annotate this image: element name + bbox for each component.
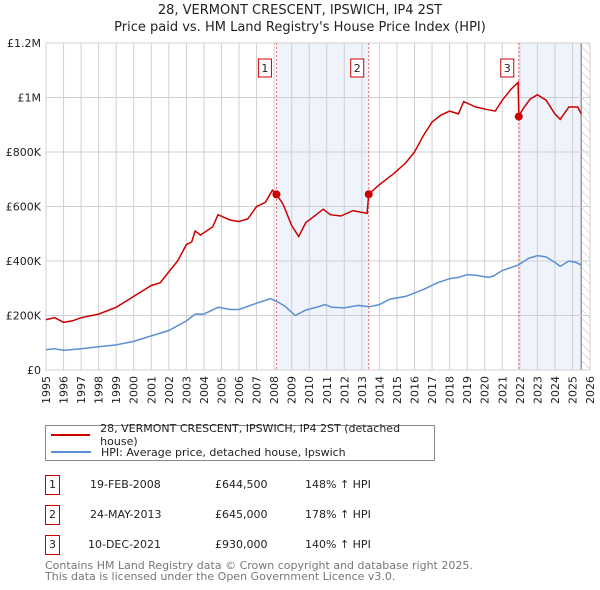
legend-swatch-hpi — [51, 451, 91, 453]
chart-title: 28, VERMONT CRESCENT, IPSWICH, IP4 2ST — [157, 3, 443, 18]
x-tick-label: 2026 — [584, 376, 597, 404]
footer-copyright: Contains HM Land Registry data © Crown c… — [45, 559, 473, 572]
y-tick-label: £200K — [6, 310, 42, 323]
x-tick-label: 1998 — [93, 376, 106, 404]
legend-swatch-property — [51, 434, 91, 436]
y-tick-label: £0 — [27, 364, 41, 377]
x-tick-label: 2007 — [251, 376, 264, 404]
legend-label-property: 28, VERMONT CRESCENT, IPSWICH, IP4 2ST (… — [100, 422, 401, 448]
y-tick-label: £800K — [6, 146, 42, 159]
x-tick-label: 2017 — [426, 376, 439, 404]
x-tick-label: 2019 — [461, 376, 474, 404]
y-tick-label: £1.2M — [7, 37, 41, 50]
sale-price: £645,000 — [215, 508, 268, 521]
x-tick-label: 2003 — [180, 376, 193, 404]
sale-label-box — [257, 58, 272, 78]
x-tick-label: 2011 — [321, 376, 334, 404]
x-tick-label: 2021 — [496, 376, 509, 404]
x-tick-label: 2018 — [444, 376, 457, 404]
x-tick-label: 2014 — [373, 376, 386, 404]
y-tick-label: £1M — [18, 92, 42, 105]
hpi-line — [45, 254, 582, 352]
x-tick-label: 2016 — [409, 376, 422, 404]
sale-point — [514, 112, 523, 121]
sale-label-box — [500, 58, 515, 78]
sale-date: 10-DEC-2021 — [88, 538, 162, 551]
plot-area: 1995 1996 1997 1998 1999 2000 2001 2002 2003 2004… — [6, 37, 597, 404]
sale-hpi: 140% ↑ HPI — [305, 538, 371, 551]
sale-marker-3: 3 — [45, 535, 60, 555]
sale-marker-2: 2 — [45, 505, 60, 525]
x-tick-label: 2022 — [514, 376, 527, 404]
legend-label-hpi: HPI: Average price, detached house, Ipsw… — [101, 445, 346, 459]
sale-price: £644,500 — [215, 478, 268, 491]
x-tick-label: 1995 — [40, 376, 53, 404]
sale-marker-1: 1 — [45, 475, 60, 495]
x-tick-label: 2005 — [215, 376, 228, 404]
sale-hpi: 178% ↑ HPI — [305, 508, 371, 521]
sale-point — [364, 190, 373, 199]
x-tick-label: 2009 — [286, 376, 299, 404]
x-tick-label: 2015 — [391, 376, 404, 404]
x-tick-label: 2006 — [233, 376, 246, 404]
sale-date: 24-MAY-2013 — [90, 508, 162, 521]
sale-date: 19-FEB-2008 — [90, 478, 161, 491]
x-tick-label: 2025 — [566, 376, 579, 404]
y-tick-label: £600K — [6, 201, 42, 214]
x-tick-label: 2010 — [303, 376, 316, 404]
sale-label-box — [350, 58, 365, 78]
x-tick-label: 2020 — [479, 376, 492, 404]
property-price-line — [45, 80, 582, 324]
sale-label: 2 — [354, 62, 361, 75]
x-tick-label: 2024 — [549, 376, 562, 404]
x-tick-label: 2001 — [145, 376, 158, 404]
sale-price: £930,000 — [215, 538, 268, 551]
sale-point — [272, 190, 281, 199]
x-tick-label: 1997 — [75, 376, 88, 404]
x-tick-label: 2002 — [163, 376, 176, 404]
x-tick-label: 2013 — [356, 376, 369, 404]
chart-subtitle: Price paid vs. HM Land Registry's House … — [114, 20, 486, 35]
footer-licence: This data is licensed under the Open Gov… — [45, 570, 396, 583]
sale-label: 1 — [261, 62, 268, 75]
y-tick-label: £400K — [6, 255, 42, 268]
x-tick-label: 2023 — [531, 376, 544, 404]
x-tick-label: 1999 — [110, 376, 123, 404]
x-tick-label: 2008 — [268, 376, 281, 404]
legend: 28, VERMONT CRESCENT, IPSWICH, IP4 2ST (… — [45, 422, 435, 461]
x-tick-label: 1996 — [58, 376, 71, 404]
sale-hpi: 148% ↑ HPI — [305, 478, 371, 491]
sale-label: 3 — [504, 62, 511, 75]
x-tick-label: 2012 — [338, 376, 351, 404]
x-tick-label: 2004 — [198, 376, 211, 404]
x-tick-label: 2000 — [128, 376, 141, 404]
